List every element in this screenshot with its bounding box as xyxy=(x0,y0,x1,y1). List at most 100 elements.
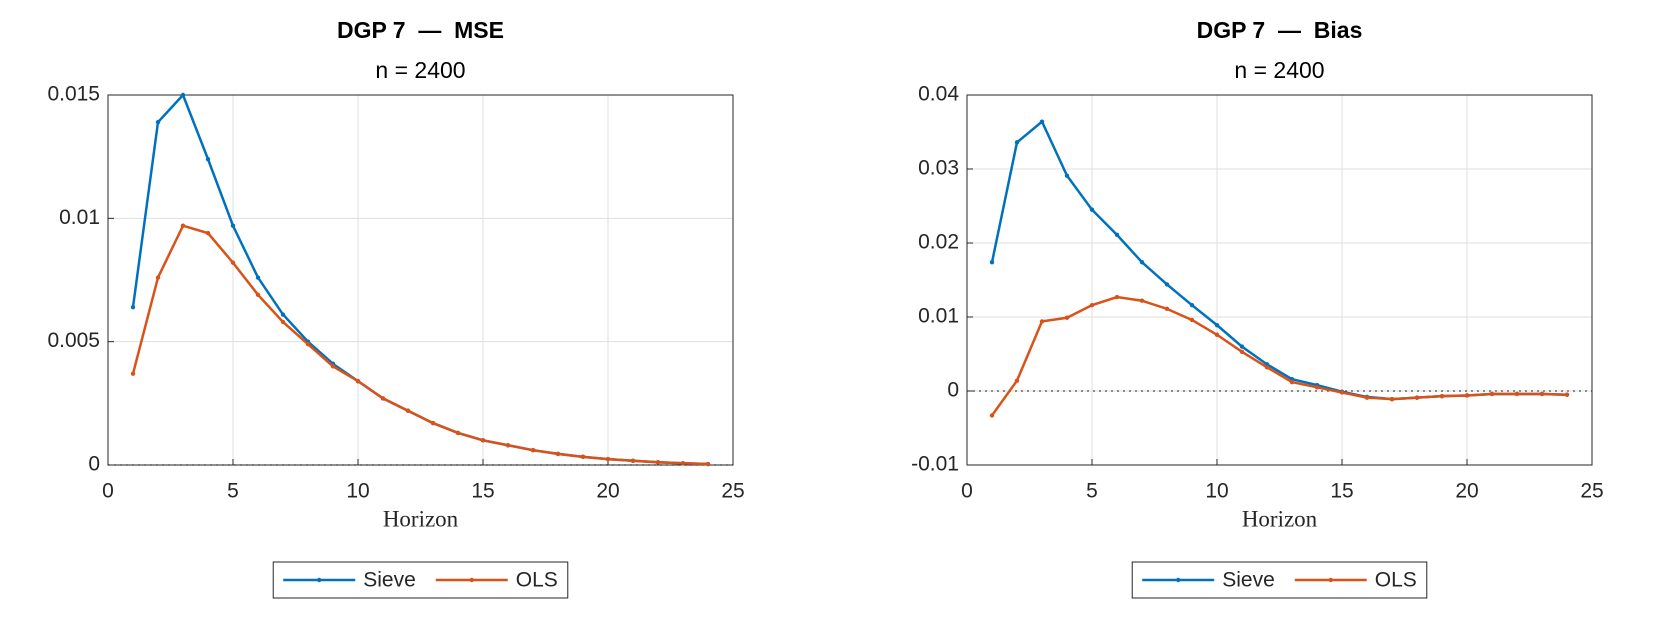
point xyxy=(355,378,361,384)
chart-title: DGP 7 — MSE xyxy=(337,17,504,43)
point xyxy=(1264,365,1270,370)
x-tick-label: 20 xyxy=(596,480,619,503)
point xyxy=(230,260,236,265)
y-tick-label: 0 xyxy=(947,379,959,402)
point xyxy=(1464,393,1470,398)
legend-label: Sieve xyxy=(1222,569,1275,592)
series-line xyxy=(990,295,1568,417)
legend-marker xyxy=(317,577,322,583)
chart-subtitle: n = 2400 xyxy=(1234,57,1324,83)
point xyxy=(1139,298,1145,303)
point xyxy=(1314,385,1320,390)
x-tick-label: 10 xyxy=(346,480,369,503)
point xyxy=(1039,119,1045,124)
point xyxy=(630,458,636,464)
x-axis-label: Horizon xyxy=(383,506,459,531)
y-tick-label: 0.01 xyxy=(59,206,100,229)
y-tick-label: 0.005 xyxy=(47,329,100,352)
point xyxy=(430,420,436,426)
point xyxy=(1064,315,1070,320)
x-tick-label: 25 xyxy=(721,480,744,503)
y-tick-label: 0 xyxy=(88,453,100,476)
y-tick-label: 0.02 xyxy=(918,231,959,254)
point xyxy=(205,230,211,236)
series-line xyxy=(131,224,709,466)
y-tick-label: 0.04 xyxy=(918,83,959,106)
point xyxy=(1064,173,1070,178)
x-tick-label: 25 xyxy=(1580,480,1603,503)
legend-item: Sieve xyxy=(283,569,416,592)
point xyxy=(280,319,286,325)
point xyxy=(130,304,136,310)
legend-marker xyxy=(1328,577,1333,583)
point xyxy=(1239,349,1245,354)
legend-label: Sieve xyxy=(363,569,416,592)
point xyxy=(1164,282,1170,287)
point xyxy=(1364,395,1370,400)
point xyxy=(530,448,536,453)
legend-item: OLS xyxy=(435,569,558,592)
point xyxy=(1089,302,1095,308)
point xyxy=(255,275,261,280)
point xyxy=(205,156,211,162)
x-tick-label: 15 xyxy=(1330,480,1353,503)
point xyxy=(505,443,511,448)
x-tick-label: 20 xyxy=(1455,480,1478,503)
point xyxy=(1539,391,1545,397)
legend-label: OLS xyxy=(516,569,558,592)
point xyxy=(1089,207,1095,212)
point xyxy=(705,461,711,467)
point xyxy=(380,396,386,401)
y-tick-label: -0.01 xyxy=(911,453,959,476)
legend-marker xyxy=(469,577,474,583)
y-tick-label: 0.015 xyxy=(47,83,100,106)
point xyxy=(1214,332,1220,337)
point xyxy=(1189,302,1195,308)
legend-marker xyxy=(1176,577,1181,583)
point xyxy=(1214,322,1220,328)
x-tick-label: 15 xyxy=(471,480,494,503)
point xyxy=(989,413,995,418)
point xyxy=(1239,344,1245,349)
point xyxy=(1414,395,1420,400)
point xyxy=(680,461,686,466)
point xyxy=(1439,393,1445,399)
point xyxy=(255,292,261,297)
point xyxy=(180,223,186,228)
point xyxy=(1139,260,1145,265)
x-axis-label: Horizon xyxy=(1242,506,1318,531)
chart-subtitle: n = 2400 xyxy=(375,57,465,83)
point xyxy=(405,408,411,413)
legend-label: OLS xyxy=(1375,569,1417,592)
plot-area xyxy=(967,95,1592,465)
x-tick-label: 5 xyxy=(1086,480,1098,503)
x-tick-label: 0 xyxy=(102,480,114,503)
point xyxy=(330,364,336,369)
point xyxy=(280,312,286,317)
point xyxy=(1039,319,1045,324)
x-tick-label: 10 xyxy=(1205,480,1228,503)
point xyxy=(455,430,461,436)
point xyxy=(555,451,561,457)
legend-item: OLS xyxy=(1294,569,1417,592)
point xyxy=(1564,392,1570,397)
point xyxy=(605,456,611,462)
point xyxy=(130,371,136,376)
point xyxy=(1489,391,1495,397)
point xyxy=(1189,317,1195,323)
point xyxy=(580,454,586,460)
point xyxy=(155,119,161,125)
point xyxy=(1514,391,1520,397)
x-tick-label: 5 xyxy=(227,480,239,503)
point xyxy=(1114,232,1120,238)
y-tick-label: 0.01 xyxy=(918,305,959,328)
point xyxy=(1289,379,1295,385)
x-tick-label: 0 xyxy=(961,480,973,503)
legend: Sieve OLS xyxy=(1131,561,1428,599)
point xyxy=(480,438,486,443)
legend: Sieve OLS xyxy=(272,561,569,599)
point xyxy=(1014,378,1020,383)
axes-box xyxy=(966,94,1593,466)
plot-area xyxy=(108,95,733,465)
